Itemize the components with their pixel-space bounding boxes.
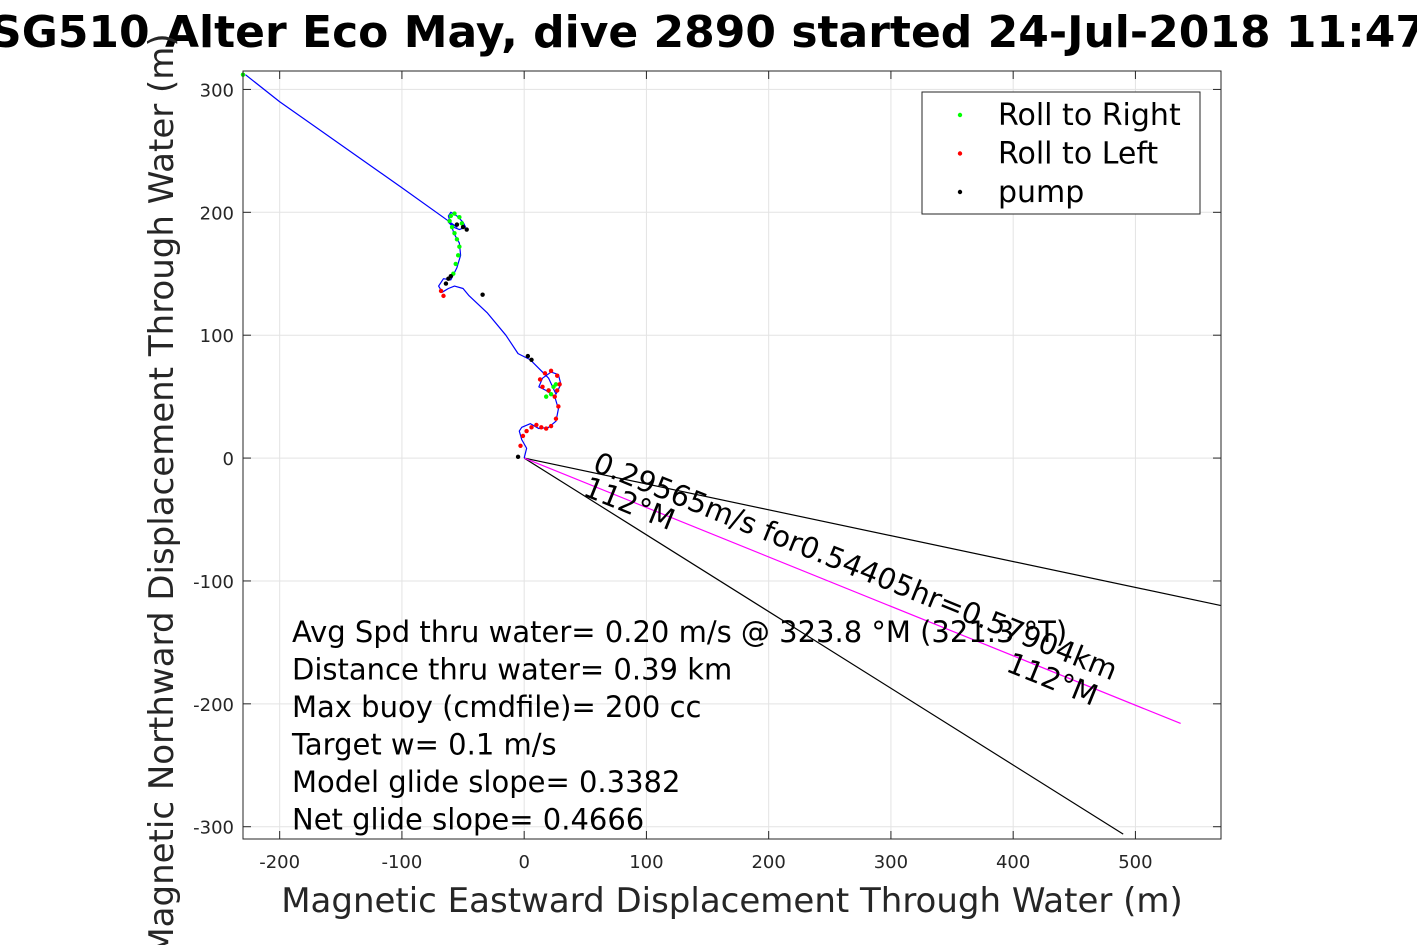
roll-right-point (457, 215, 462, 220)
y-tick-label: 200 (200, 203, 234, 224)
stats-text-block: Avg Spd thru water= 0.20 m/s @ 323.8 °M … (291, 615, 1067, 837)
roll-left-point (537, 377, 543, 382)
legend-marker (957, 112, 963, 118)
roll-right-point (459, 221, 465, 226)
x-tick-label: -200 (259, 852, 300, 873)
y-tick-label: 100 (200, 326, 234, 347)
roll-left-point (552, 394, 557, 399)
roll-left-point (548, 423, 554, 429)
y-tick-label: -300 (193, 818, 234, 839)
roll-left-point (524, 428, 529, 434)
roll-right-point (457, 244, 462, 249)
roll-left-point (543, 426, 549, 431)
x-tick-label: 400 (996, 852, 1030, 873)
stats-line: Max buoy (cmdfile)= 200 cc (292, 690, 701, 724)
roll-right-point (548, 391, 554, 397)
plot-frame (242, 70, 1222, 840)
x-tick-label: 100 (629, 852, 663, 873)
pump-point (454, 222, 460, 227)
roll-left-point (438, 288, 444, 294)
roll-left-point (441, 293, 446, 299)
roll-left-point (518, 443, 523, 448)
legend-label: Roll to Right (998, 98, 1181, 133)
roll-left-point (534, 422, 539, 428)
pump-point (480, 292, 485, 297)
y-tick-label: -100 (193, 572, 234, 593)
pump-point (525, 353, 531, 359)
roll-right-point (452, 211, 457, 216)
roll-left-point (540, 384, 545, 390)
y-tick-label: -200 (193, 695, 234, 716)
roll-right-point (452, 231, 457, 236)
pump-point (515, 454, 521, 460)
roll-right-point (543, 394, 549, 399)
x-tick-label: -100 (381, 852, 422, 873)
y-tick-label: 300 (200, 80, 234, 101)
roll-right-point (454, 237, 460, 242)
roll-left-point (542, 371, 548, 376)
roll-left-point (557, 382, 562, 387)
roll-left-point (554, 373, 560, 378)
stats-line: Avg Spd thru water= 0.20 m/s @ 323.8 °M … (292, 615, 1067, 649)
reference-line (524, 457, 1222, 607)
x-tick-label: 0 (518, 852, 529, 873)
legend-box (921, 91, 1201, 215)
pump-point (464, 227, 469, 232)
legend-label: Roll to Left (998, 137, 1158, 172)
roll-left-point (548, 368, 554, 374)
roll-right-point (453, 261, 458, 267)
stats-line: Model glide slope= 0.3382 (292, 765, 680, 799)
pump-point (460, 224, 466, 230)
stats-line: Target w= 0.1 m/s (291, 728, 557, 762)
roll-right-point (447, 218, 452, 224)
axis-ticks: -200 -100 0 100 200 300 400 500 -300 -200 -100 0 100… (193, 71, 1221, 873)
y-axis-label: Magnetic Northward Displacement Through … (142, 33, 182, 945)
legend-label: pump (998, 175, 1084, 210)
data-series (240, 72, 1222, 835)
x-tick-label: 500 (1118, 852, 1152, 873)
stats-line: Net glide slope= 0.4666 (292, 803, 644, 837)
reference-line (523, 457, 1181, 725)
reference-line (523, 457, 1124, 835)
roll-right-point (448, 213, 454, 219)
legend-marker (957, 151, 963, 156)
y-tick-label: 0 (223, 449, 234, 470)
roll-left-point (546, 388, 551, 393)
roll-left-point (553, 416, 559, 421)
roll-left-point (529, 425, 534, 430)
pump-point (529, 357, 534, 362)
roll-left-point (539, 425, 544, 430)
roll-right-point (449, 224, 455, 230)
stats-line: Distance thru water= 0.39 km (292, 653, 732, 687)
roll-right-point (455, 253, 461, 258)
x-tick-label: 200 (751, 852, 785, 873)
roll-left-point (520, 433, 526, 439)
x-tick-label: 300 (874, 852, 908, 873)
chart-title: SG510 Alter Eco May, dive 2890 started 2… (0, 7, 1417, 58)
legend-marker (957, 189, 963, 195)
pump-point (443, 281, 449, 286)
roll-left-point (556, 404, 561, 409)
x-axis-label: Magnetic Eastward Displacement Through W… (281, 881, 1183, 921)
roll-left-point (554, 388, 560, 393)
pump-point (448, 274, 454, 279)
roll-right-point (553, 382, 559, 387)
